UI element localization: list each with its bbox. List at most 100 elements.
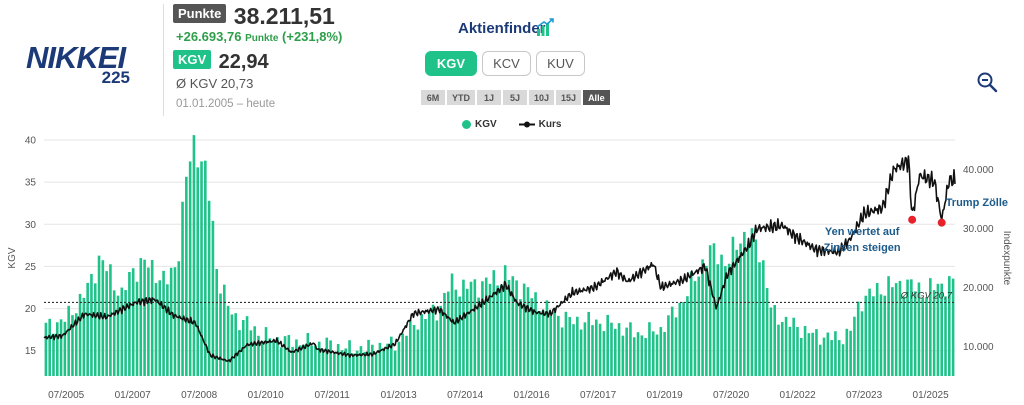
kgv-bar (336, 344, 340, 376)
kgv-bar (910, 279, 913, 376)
kgv-bar (701, 259, 704, 376)
kgv-bar (291, 346, 294, 376)
legend-kurs[interactable]: Kurs (518, 119, 561, 130)
kgv-bar (648, 322, 651, 376)
kgv-bar (158, 280, 162, 376)
zoom-out-icon[interactable] (976, 71, 998, 93)
x-tick: 01/2010 (248, 390, 285, 401)
chart-legend: KGV Kurs (462, 119, 561, 130)
kgv-bar (439, 305, 442, 376)
kgv-bar (522, 283, 526, 376)
kgv-bar (317, 341, 321, 376)
kgv-bar (849, 330, 852, 376)
kgv-bar (534, 292, 537, 376)
kgv-bar (788, 326, 792, 376)
kgv-bar (124, 290, 127, 376)
kgv-bar (492, 270, 496, 376)
kgv-bar (629, 322, 632, 376)
kgv-bar (667, 315, 670, 376)
kgv-bar (739, 243, 742, 376)
x-tick: 01/2025 (913, 390, 950, 401)
kgv-bar (712, 243, 716, 376)
kgv-bar (822, 337, 826, 376)
kgv-bar (617, 323, 621, 376)
kgv-bar (720, 254, 723, 376)
kgv-bar (632, 337, 636, 376)
kgv-bar (302, 344, 306, 376)
range-5j[interactable]: 5J (503, 90, 527, 105)
kgv-bar (173, 267, 177, 376)
brand-name: Aktienfinder (458, 20, 546, 37)
legend-kgv-swatch (462, 120, 471, 129)
kgv-bar (469, 281, 473, 376)
kgv-bar (147, 267, 150, 376)
range-alle[interactable]: Alle (583, 90, 610, 105)
kgv-bar (780, 321, 784, 376)
logo-text: NIKKEI (26, 40, 126, 75)
y-tick-left: 25 (25, 262, 37, 273)
kgv-bar (321, 349, 325, 376)
kgv-bar (329, 340, 332, 376)
kgv-bar (279, 347, 283, 376)
event-marker (908, 215, 917, 224)
kgv-bar (913, 291, 917, 376)
kgv-bar (314, 345, 317, 376)
kgv-bar (826, 332, 830, 376)
range-6m[interactable]: 6M (421, 90, 445, 105)
range-10j[interactable]: 10J (529, 90, 555, 105)
kgv-bar (431, 304, 435, 376)
kgv-bar (435, 320, 439, 376)
kgv-bar (693, 281, 697, 376)
kgv-bar (640, 335, 644, 376)
kgv-bar (541, 310, 545, 376)
kgv-bar (560, 327, 564, 376)
kgv-bar (799, 337, 803, 376)
kgv-bar (219, 293, 222, 376)
x-tick: 07/2014 (447, 390, 484, 401)
kgv-bar (409, 319, 412, 376)
range-ytd[interactable]: YTD (447, 90, 475, 105)
kgv-bar (352, 353, 355, 376)
kgv-bar (598, 323, 602, 376)
kgv-bar (416, 329, 420, 376)
change-value: +26.693,76 (176, 29, 242, 44)
kgv-bar (807, 333, 811, 376)
kgv-bar (427, 311, 431, 376)
kgv-bar (128, 272, 131, 376)
legend-kgv[interactable]: KGV (462, 119, 497, 130)
kgv-bar (500, 284, 503, 376)
y-axis-title-right: Indexpunkte (1001, 231, 1012, 286)
kgv-bar (363, 351, 367, 376)
kurs-line (43, 155, 956, 363)
kgv-bar (507, 279, 511, 376)
kgv-bar (602, 331, 606, 376)
kgv-bar (564, 311, 568, 376)
kgv-bar (883, 295, 887, 376)
kgv-bar (272, 340, 275, 376)
range-1j[interactable]: 1J (477, 90, 501, 105)
kgv-bar (830, 340, 833, 376)
tab-kcv[interactable]: KCV (482, 51, 531, 76)
kgv-bar (898, 280, 902, 376)
kgv-bar (333, 351, 336, 376)
change-pct: (+231,8%) (282, 29, 343, 44)
kgv-bar (891, 287, 894, 376)
kgv-bar (875, 283, 879, 376)
kgv-bar (488, 283, 492, 376)
kgv-bar (621, 335, 625, 376)
kgv-bar (769, 307, 773, 376)
kgv-kurs-chart: 15 20 25 30 35 40 10.000 20.000 30.000 40.000 07/2… (7, 135, 1012, 401)
kgv-bar (655, 334, 659, 376)
kgv-bar (845, 328, 849, 376)
range-15j[interactable]: 15J (556, 90, 582, 105)
tab-kuv[interactable]: KUV (536, 51, 585, 76)
kgv-bar (731, 236, 735, 376)
kgv-bar (705, 265, 708, 376)
kgv-bar (348, 340, 351, 376)
kgv-bar (359, 346, 363, 376)
kgv-bar (185, 176, 188, 376)
tab-kgv[interactable]: KGV (425, 51, 477, 76)
kgv-bar (682, 301, 685, 376)
kgv-bar (549, 315, 553, 376)
kgv-bar (139, 258, 143, 376)
